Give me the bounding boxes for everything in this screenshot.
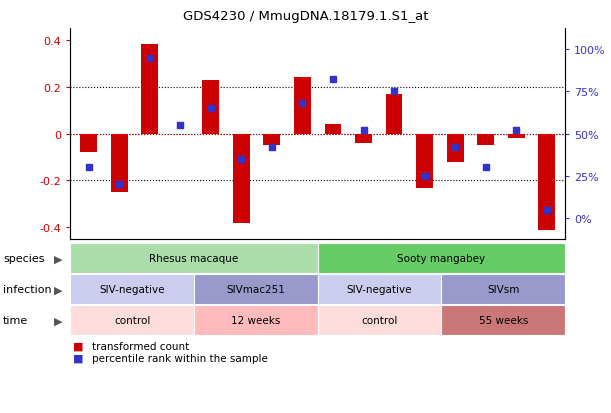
Text: control: control [114, 316, 150, 325]
Bar [202, 81, 219, 134]
Bar [80, 134, 97, 153]
Bar [355, 134, 372, 144]
Bar [111, 134, 128, 193]
Bar [233, 134, 250, 223]
Text: ▶: ▶ [54, 254, 62, 263]
Bar [477, 134, 494, 146]
Text: percentile rank within the sample: percentile rank within the sample [92, 353, 268, 363]
Point [145, 55, 155, 62]
Point [298, 101, 307, 107]
Point [542, 207, 552, 214]
Bar [447, 134, 464, 162]
Text: SIVsm: SIVsm [487, 285, 519, 294]
Bar [294, 78, 311, 134]
Text: infection: infection [3, 285, 52, 294]
Text: 12 weeks: 12 weeks [231, 316, 280, 325]
Bar [538, 134, 555, 230]
Point [328, 77, 338, 83]
Text: ■: ■ [73, 353, 84, 363]
Point [114, 181, 124, 188]
Text: GDS4230 / MmugDNA.18179.1.S1_at: GDS4230 / MmugDNA.18179.1.S1_at [183, 10, 428, 23]
Point [84, 165, 93, 171]
Point [511, 128, 521, 134]
Bar [386, 95, 403, 134]
Text: transformed count: transformed count [92, 341, 189, 351]
Text: SIV-negative: SIV-negative [347, 285, 412, 294]
Text: SIV-negative: SIV-negative [100, 285, 165, 294]
Text: ▶: ▶ [54, 316, 62, 325]
Point [420, 173, 430, 180]
Point [236, 156, 246, 163]
Text: Rhesus macaque: Rhesus macaque [149, 254, 239, 263]
Bar [263, 134, 280, 146]
Text: Sooty mangabey: Sooty mangabey [397, 254, 486, 263]
Point [359, 128, 368, 134]
Text: species: species [3, 254, 45, 263]
Point [206, 106, 216, 112]
Point [175, 123, 185, 129]
Point [267, 145, 277, 151]
Text: 55 weeks: 55 weeks [478, 316, 528, 325]
Point [450, 145, 460, 151]
Text: ▶: ▶ [54, 285, 62, 294]
Text: ■: ■ [73, 341, 84, 351]
Point [389, 89, 399, 95]
Bar [416, 134, 433, 188]
Bar [141, 45, 158, 134]
Text: time: time [3, 316, 28, 325]
Point [481, 165, 491, 171]
Text: control: control [361, 316, 398, 325]
Bar [508, 134, 525, 139]
Text: SIVmac251: SIVmac251 [227, 285, 285, 294]
Bar [324, 125, 342, 134]
